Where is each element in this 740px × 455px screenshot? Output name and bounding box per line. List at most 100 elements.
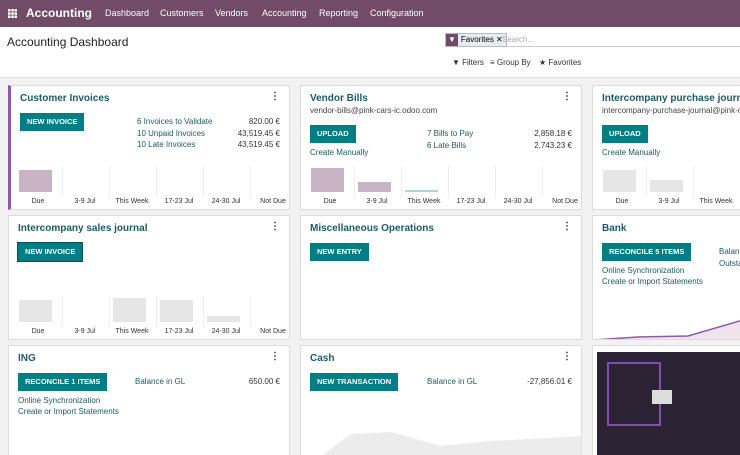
chart-label: 24-30 Jul bbox=[211, 328, 241, 335]
chart-divider bbox=[542, 166, 543, 197]
journal-card: ING ⋮ RECONCILE 1 ITEMS Online Synchronizat… bbox=[8, 345, 290, 455]
menu-item[interactable]: Configuration bbox=[370, 8, 424, 18]
stat-value: -27,856.01 € bbox=[527, 377, 572, 386]
navbar: Accounting Dashboard Customers Vendors A… bbox=[0, 0, 740, 27]
chart-divider bbox=[354, 166, 355, 197]
journal-card: Vendor Bills ⋮ vendor-bills@pink-cars-ic.o… bbox=[300, 85, 582, 210]
menu-item[interactable]: Customers bbox=[160, 8, 204, 18]
stat-label[interactable]: Balance in GL bbox=[135, 377, 186, 386]
card-link[interactable]: Create or Import Statements bbox=[18, 407, 119, 416]
action-button[interactable]: NEW INVOICE bbox=[20, 113, 85, 131]
chart-label: 3-9 Jul bbox=[366, 198, 388, 205]
page-title: Accounting Dashboard bbox=[7, 35, 129, 49]
action-button[interactable]: NEW ENTRY bbox=[310, 243, 369, 261]
card-menu[interactable]: ⋮ bbox=[562, 221, 572, 232]
card-title[interactable]: Cash bbox=[310, 353, 335, 364]
card-title[interactable]: Bank bbox=[602, 223, 627, 234]
facet[interactable]: ▼ Favorites ✕ bbox=[445, 33, 507, 47]
stat-value: 43,519.45 € bbox=[237, 140, 280, 149]
favorites-button[interactable]: ★ Favorites bbox=[539, 58, 582, 67]
action-button[interactable]: RECONCILE 1 ITEMS bbox=[18, 373, 108, 391]
chart-divider bbox=[250, 166, 251, 197]
line-chart bbox=[596, 320, 740, 339]
menu-item[interactable]: Reporting bbox=[319, 8, 359, 18]
card-link[interactable]: Create Manually bbox=[602, 148, 661, 157]
line-chart bbox=[322, 432, 581, 455]
card-link[interactable]: Create or Import Statements bbox=[602, 277, 703, 286]
chart-label: This Week bbox=[115, 198, 149, 205]
stat-label[interactable]: 10 Unpaid Invoices bbox=[137, 128, 206, 138]
stat-label[interactable]: 7 Bills to Pay bbox=[427, 129, 474, 138]
menu-item[interactable]: Dashboard bbox=[105, 8, 150, 18]
action-button[interactable]: UPLOAD bbox=[310, 125, 356, 143]
apps-icon[interactable] bbox=[8, 9, 17, 18]
card-menu[interactable]: ⋮ bbox=[562, 91, 572, 102]
chart-divider bbox=[62, 296, 63, 327]
chart-bar bbox=[603, 170, 636, 192]
stat-value: 820.00 € bbox=[248, 117, 280, 126]
card-title[interactable]: Miscellaneous Operations bbox=[310, 223, 434, 234]
chart-label: 17-23 Jul bbox=[164, 328, 194, 335]
card-link[interactable]: Create Manually bbox=[310, 148, 369, 157]
journal-card: Intercompany sales journal ⋮ NEW INVOICE Du… bbox=[8, 215, 290, 340]
action-button[interactable]: NEW INVOICE bbox=[16, 242, 84, 262]
card-menu[interactable]: ⋮ bbox=[270, 351, 280, 362]
card-link[interactable]: Online Synchronization bbox=[18, 396, 101, 405]
search-box[interactable]: ▼ Favorites ✕ Search... bbox=[445, 33, 740, 47]
filters-button[interactable]: ▼ Filters bbox=[452, 58, 484, 67]
journal-card: Miscellaneous Operations ⋮ NEW ENTRY bbox=[300, 215, 582, 340]
stat-label[interactable]: 6 Invoices to Validate bbox=[137, 117, 213, 126]
chart-bar bbox=[207, 316, 240, 322]
control-panel: Accounting Dashboard ▼ Favorites ✕ Search… bbox=[0, 27, 740, 78]
chart-bar bbox=[160, 300, 193, 322]
card-link[interactable]: Online Synchronization bbox=[602, 266, 685, 275]
chart-divider bbox=[448, 166, 449, 197]
label: Group By bbox=[496, 58, 531, 67]
stat-label[interactable]: 6 Late Bills bbox=[427, 140, 467, 150]
line bbox=[596, 320, 740, 339]
card-title[interactable]: Vendor Bills bbox=[310, 93, 368, 104]
chart-divider bbox=[495, 166, 496, 197]
chart-bar bbox=[113, 298, 146, 322]
chart-label: Due bbox=[615, 198, 629, 205]
stat-label[interactable]: Balance in GL bbox=[719, 247, 740, 256]
chart-divider bbox=[693, 166, 694, 197]
card-title[interactable]: Intercompany purchase journal bbox=[602, 93, 740, 104]
chart-bar bbox=[19, 170, 52, 192]
menu-item[interactable]: Accounting bbox=[262, 8, 307, 18]
chart-divider bbox=[203, 166, 204, 197]
chart-divider bbox=[109, 166, 110, 197]
card-title[interactable]: ING bbox=[18, 353, 36, 364]
groupby-button[interactable]: ≡ Group By bbox=[490, 58, 531, 67]
chart-bar bbox=[358, 182, 391, 192]
chart-divider bbox=[250, 296, 251, 327]
webcam-overlay bbox=[597, 352, 740, 455]
chart-divider bbox=[109, 296, 110, 327]
card-title[interactable]: Customer Invoices bbox=[20, 93, 110, 104]
card-menu[interactable]: ⋮ bbox=[562, 351, 572, 362]
label: Filters bbox=[462, 58, 484, 67]
stat-label[interactable]: Balance in GL bbox=[427, 377, 478, 386]
chart-label: Due bbox=[31, 198, 45, 205]
menu-item[interactable]: Vendors bbox=[215, 8, 249, 18]
stat-label[interactable]: 10 Late Invoices bbox=[137, 140, 196, 149]
journal-card: Intercompany purchase journal⋮intercompa… bbox=[592, 85, 740, 210]
chart-divider bbox=[156, 296, 157, 327]
chart-label: 17-23 Jul bbox=[164, 198, 194, 205]
card-menu[interactable]: ⋮ bbox=[270, 221, 280, 232]
chart-bar bbox=[19, 300, 52, 322]
action-button[interactable]: NEW TRANSACTION bbox=[310, 373, 399, 391]
chart-bar bbox=[311, 168, 344, 192]
action-button[interactable]: UPLOAD bbox=[602, 125, 648, 143]
app-name[interactable]: Accounting bbox=[26, 6, 92, 20]
card-email: intercompany-purchase-journal@pink-cars-… bbox=[602, 106, 740, 115]
chart-label: 17-23 Jul bbox=[456, 198, 486, 205]
stat-label[interactable]: Outstanding Payments bbox=[719, 258, 740, 268]
label: Favorites bbox=[548, 58, 582, 67]
search-placeholder: Search... bbox=[502, 35, 535, 44]
card-menu[interactable]: ⋮ bbox=[270, 91, 280, 102]
card-title[interactable]: Intercompany sales journal bbox=[18, 223, 148, 234]
action-button[interactable]: RECONCILE 5 ITEMS bbox=[602, 243, 692, 261]
chart-divider bbox=[62, 166, 63, 197]
